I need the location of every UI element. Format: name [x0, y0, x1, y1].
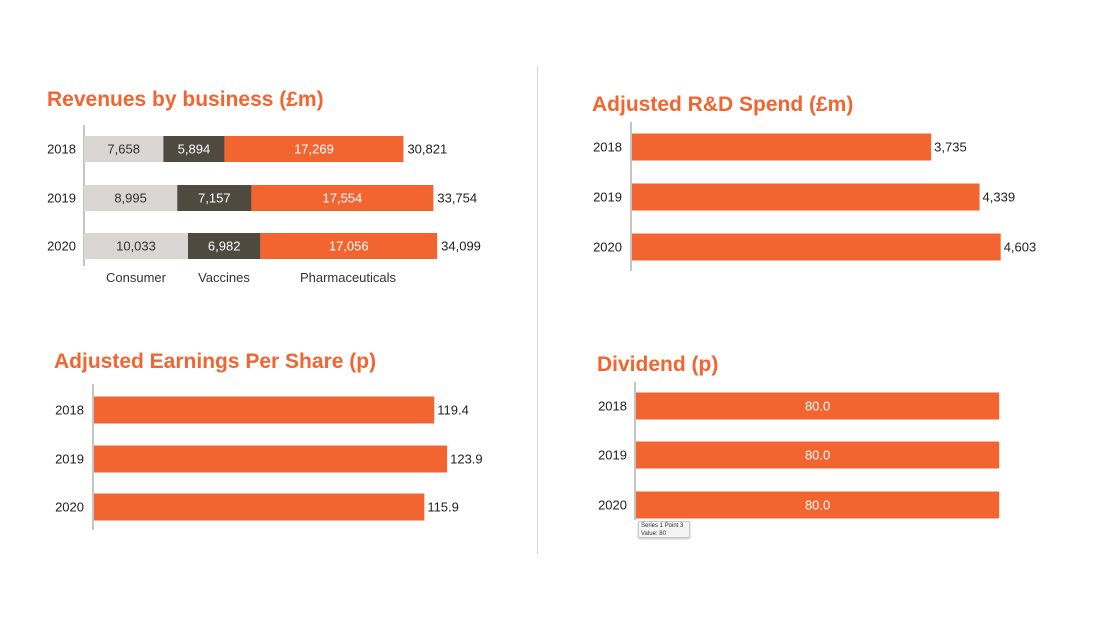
y-tick-label: 2019 — [55, 452, 84, 467]
chart-title-dividend: Dividend (p) — [597, 353, 719, 376]
y-tick-label: 2019 — [598, 448, 627, 463]
tooltip-value: Value: 80 — [641, 530, 666, 537]
y-tick-label: 2018 — [47, 142, 76, 157]
bar — [94, 493, 425, 521]
data-label: 115.9 — [427, 500, 459, 515]
y-tick-label: 2020 — [598, 498, 627, 513]
y-tick-label: 2020 — [55, 500, 84, 515]
bar — [636, 392, 1000, 420]
total-label: 34,099 — [441, 239, 481, 254]
bar-vaccines — [163, 136, 225, 162]
y-tick-label: 2019 — [47, 191, 76, 206]
data-label: 5,894 — [178, 142, 211, 157]
legend-vaccines: Vaccines — [198, 270, 250, 285]
total-label: 33,754 — [437, 191, 477, 206]
bar — [94, 396, 435, 424]
data-label: 17,269 — [294, 142, 334, 157]
bar — [632, 183, 980, 211]
data-label: 10,033 — [116, 239, 156, 254]
y-tick-label: 2020 — [47, 239, 76, 254]
data-label: 4,603 — [1004, 240, 1037, 255]
y-tick-label: 2018 — [593, 140, 622, 155]
bar — [632, 133, 932, 161]
chart-title-rd-spend: Adjusted R&D Spend (£m) — [592, 93, 854, 116]
legend-consumer: Consumer — [106, 270, 167, 285]
bar-pharmaceuticals — [224, 136, 404, 162]
bar-consumer — [84, 185, 178, 211]
bar-consumer — [84, 233, 188, 259]
bar-pharmaceuticals — [260, 233, 438, 259]
data-label: 123.9 — [450, 452, 483, 467]
bar — [636, 491, 1000, 519]
data-label: 8,995 — [114, 191, 147, 206]
data-label: 80.0 — [805, 399, 830, 414]
chart-title-eps: Adjusted Earnings Per Share (p) — [54, 350, 377, 373]
hover-tooltip: Series 1 Point 3 Value: 80 — [638, 521, 690, 538]
y-tick-label: 2018 — [55, 403, 84, 418]
bar-pharmaceuticals — [251, 185, 434, 211]
y-tick-label: 2018 — [598, 399, 627, 414]
panel-divider — [537, 66, 538, 554]
bar — [632, 233, 1001, 261]
data-label: 17,554 — [323, 191, 363, 206]
bar-vaccines — [177, 185, 252, 211]
data-label: 80.0 — [805, 498, 830, 513]
y-tick-label: 2019 — [593, 190, 622, 205]
y-tick-label: 2020 — [593, 240, 622, 255]
data-label: 7,658 — [107, 142, 140, 157]
bar — [636, 441, 1000, 469]
bar-vaccines — [187, 233, 261, 259]
bar-consumer — [84, 136, 164, 162]
data-label: 3,735 — [934, 140, 967, 155]
total-label: 30,821 — [407, 142, 447, 157]
data-label: 7,157 — [198, 191, 231, 206]
data-label: 119.4 — [437, 403, 469, 418]
chart-title-revenues: Revenues by business (£m) — [47, 88, 324, 111]
data-label: 6,982 — [208, 239, 241, 254]
data-label: 4,339 — [983, 190, 1016, 205]
tooltip-series-point: Series 1 Point 3 — [641, 523, 684, 529]
data-label: 80.0 — [805, 448, 830, 463]
bar — [94, 445, 448, 473]
legend-pharmaceuticals: Pharmaceuticals — [300, 270, 397, 285]
data-label: 17,056 — [329, 239, 369, 254]
